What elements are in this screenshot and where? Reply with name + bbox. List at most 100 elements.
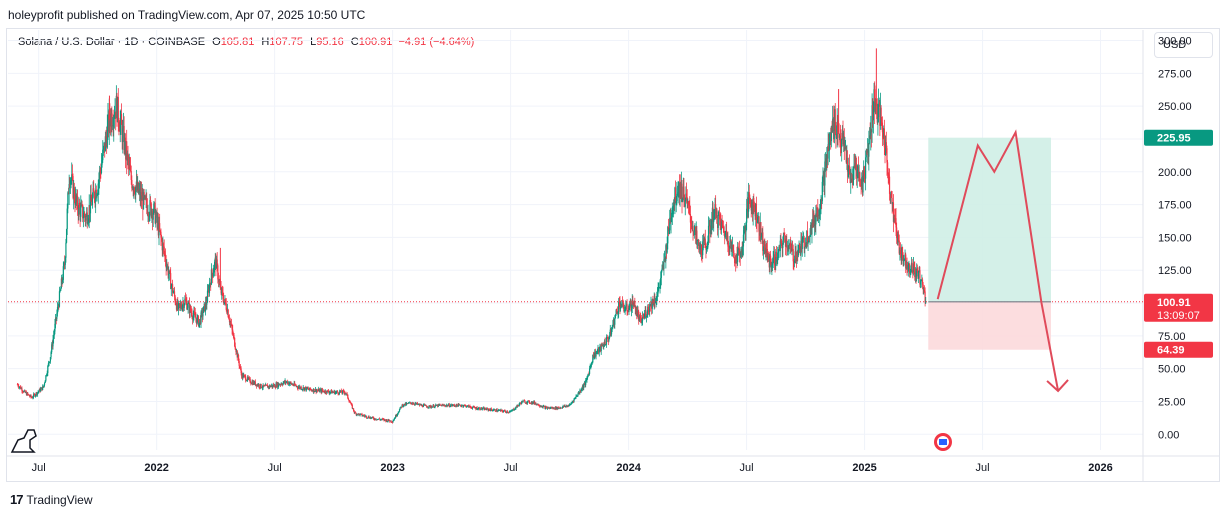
candle-body (131, 187, 134, 189)
candle-body (495, 411, 497, 412)
candle-body (256, 384, 258, 387)
candle-body (633, 301, 635, 307)
candle-body (317, 390, 319, 392)
candle-body (376, 419, 379, 420)
candle-body (260, 383, 262, 388)
x-tick-label: Jul (268, 462, 282, 474)
candle-body (173, 291, 175, 293)
candle-body (543, 406, 545, 407)
candle-body (220, 286, 222, 294)
candle-body (46, 372, 48, 376)
candle-body (177, 303, 180, 310)
candle-body (240, 368, 242, 374)
candle-body (257, 384, 259, 386)
candle-body (246, 380, 248, 382)
candle-body (426, 406, 428, 408)
currency-button[interactable]: USD (1154, 32, 1213, 58)
candle-body (78, 203, 80, 215)
symbol-title[interactable]: Solana / U.S. Dollar · 1D · COINBASE (18, 36, 206, 48)
candle-body (97, 183, 99, 194)
candle-body (903, 259, 905, 262)
candle-body (207, 289, 209, 291)
candle-body (191, 312, 193, 318)
candle-body (428, 407, 430, 409)
candle-body (681, 183, 683, 202)
candle-body (296, 386, 298, 388)
candle-body (433, 405, 435, 408)
candle-body (104, 142, 106, 152)
candle-body (755, 203, 757, 222)
candle-body (868, 135, 871, 139)
candle-body (729, 242, 731, 249)
candle-body (729, 239, 732, 243)
candle-body (627, 311, 629, 313)
candle-body (521, 401, 523, 404)
candle-body (636, 311, 639, 316)
candle-body (179, 303, 181, 306)
candle-body (528, 400, 530, 402)
candle-body (18, 386, 20, 388)
close-label: C (350, 36, 359, 48)
candle-body (680, 183, 682, 196)
candle-body (265, 384, 267, 386)
candle-body (228, 317, 230, 320)
candle-body (863, 166, 865, 179)
candle-body (499, 409, 501, 411)
candle-body (319, 389, 321, 392)
candle-body (466, 405, 468, 407)
candle-body (175, 304, 178, 310)
candle-body (720, 220, 722, 230)
candle-body (464, 405, 466, 406)
candle-body (657, 287, 659, 294)
candle-body (907, 267, 909, 270)
tradingview-logo[interactable]: 17 TradingView (10, 492, 93, 507)
candle-body (348, 399, 350, 402)
candle-body (912, 269, 914, 273)
candle-body (487, 408, 489, 411)
candle-body (693, 231, 695, 236)
candle-body (837, 122, 839, 134)
candle-body (673, 202, 675, 208)
candle-body (711, 220, 713, 231)
candle-body (604, 341, 606, 345)
x-tick-label: 2025 (852, 462, 876, 474)
candle-body (293, 383, 295, 386)
candle-body (553, 407, 555, 409)
candle-body (321, 389, 324, 391)
candle-body (139, 188, 141, 191)
candle-body (321, 389, 323, 393)
candle-body (638, 314, 640, 321)
candle-body (870, 129, 873, 133)
candle-body (56, 307, 59, 314)
candle-body (635, 311, 637, 315)
candle-body (391, 421, 393, 423)
candle-body (699, 245, 701, 251)
candle-body (725, 230, 727, 234)
candle-body (97, 193, 99, 195)
candle-body (521, 401, 523, 403)
candle-body (690, 222, 692, 224)
candle-body (474, 407, 476, 409)
candle-body (128, 158, 130, 166)
candle-body (779, 246, 781, 252)
candle-body (449, 406, 451, 408)
target-price-tag-text: 225.95 (1157, 133, 1191, 145)
candle-body (826, 154, 828, 168)
candle-body (309, 387, 311, 390)
candle-body (460, 405, 462, 407)
candle-body (376, 419, 378, 421)
candle-body (616, 310, 618, 312)
candle-body (562, 405, 564, 407)
candle-body (418, 403, 420, 405)
candle-body (397, 412, 399, 414)
candle-body (916, 268, 918, 277)
candle-body (614, 314, 617, 318)
symbol-legend: Solana / U.S. Dollar · 1D · COINBASE O10… (18, 36, 474, 48)
candle-body (361, 413, 363, 416)
candle-body (481, 407, 483, 410)
candle-body (797, 249, 799, 256)
candle-body (574, 397, 576, 399)
candle-body (232, 334, 234, 336)
candle-body (384, 419, 386, 421)
